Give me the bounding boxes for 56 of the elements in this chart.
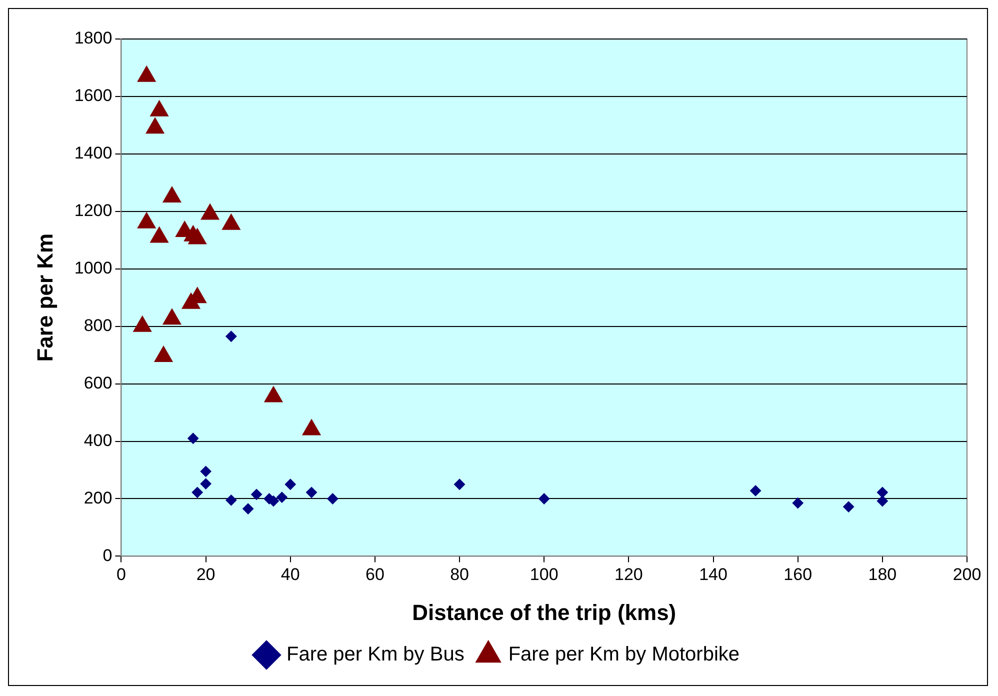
y-tick-label: 600 [84, 373, 112, 392]
y-tick-label: 0 [102, 546, 112, 565]
x-tick-label: 200 [952, 565, 982, 584]
x-tick-label: 80 [450, 565, 469, 584]
point [251, 488, 262, 500]
point [192, 486, 203, 498]
legend-label: Fare per Km by Motorbike [508, 644, 740, 666]
point [150, 100, 168, 116]
point [146, 118, 164, 134]
point [188, 432, 199, 444]
point [276, 492, 288, 503]
point [200, 466, 212, 477]
point [876, 496, 888, 507]
y-tick-label: 800 [84, 316, 112, 336]
point [843, 501, 854, 512]
x-tick-label: 20 [196, 565, 216, 584]
point [200, 204, 220, 220]
point [188, 228, 206, 244]
y-tick-label: 200 [84, 488, 112, 508]
y-tick-label: 1400 [74, 144, 112, 163]
y-tick-label: 1800 [74, 28, 112, 48]
y-tick-label: 1000 [74, 258, 112, 278]
x-tick-label: 60 [365, 565, 384, 584]
point [133, 316, 152, 332]
point [242, 503, 254, 514]
x-tick-label: 100 [530, 565, 558, 584]
y-tick-label: 400 [84, 430, 112, 450]
point [222, 214, 240, 230]
legend-label: Fare per Km by Bus [286, 644, 464, 666]
point [200, 478, 212, 490]
y-tick-label: 1600 [74, 86, 112, 106]
point [538, 493, 550, 504]
point [137, 66, 156, 82]
x-tick-label: 40 [280, 565, 300, 584]
x-tick-label: 0 [116, 565, 126, 584]
point [792, 498, 804, 509]
point [150, 226, 168, 243]
point [306, 486, 318, 498]
x-axis-title: Distance of the trip (kms) [412, 600, 676, 625]
x-tick-label: 180 [868, 565, 897, 584]
point [226, 494, 237, 506]
point [454, 478, 466, 490]
point [226, 330, 237, 342]
y-tick-label: 1200 [74, 201, 112, 220]
point [137, 212, 156, 228]
x-tick-label: 140 [699, 565, 728, 584]
point [154, 346, 173, 362]
point [327, 493, 338, 504]
point [750, 485, 762, 496]
point [162, 308, 182, 325]
point [162, 186, 182, 203]
point [876, 486, 888, 498]
y-axis-title: Fare per Km [32, 233, 58, 362]
x-tick-label: 160 [784, 565, 812, 584]
point [284, 478, 296, 490]
x-tick-label: 120 [614, 565, 643, 584]
